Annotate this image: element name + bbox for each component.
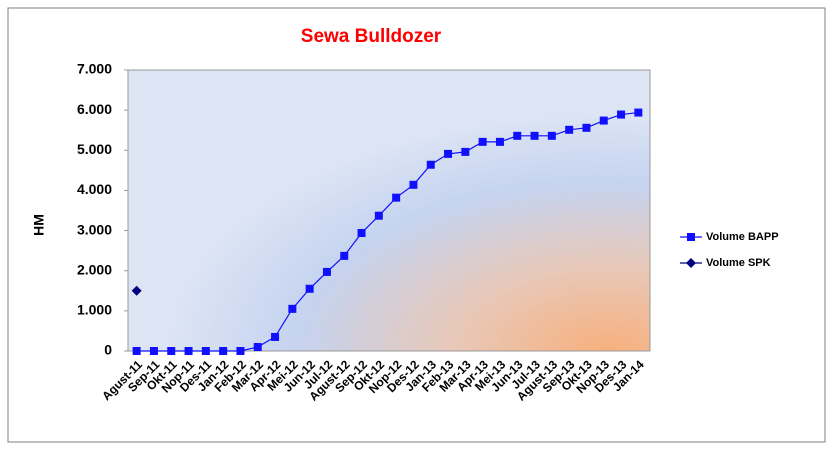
data-point: [565, 125, 574, 134]
data-point: [461, 147, 470, 156]
data-point: [513, 131, 522, 140]
legend-label: Volume SPK: [706, 257, 771, 269]
data-point: [132, 347, 141, 355]
chart-title: Sewa Bulldozer: [301, 26, 442, 47]
data-point: [271, 332, 280, 341]
y-axis-title: HM: [31, 214, 47, 236]
data-point: [236, 347, 245, 355]
data-point: [495, 137, 504, 146]
data-point: [426, 160, 435, 169]
data-point: [409, 180, 418, 189]
data-point: [357, 228, 366, 237]
data-point: [547, 131, 556, 140]
data-point: [149, 347, 158, 355]
y-tick-label: 7.000: [77, 61, 112, 77]
data-point: [478, 137, 487, 146]
y-tick-label: 0: [104, 342, 112, 358]
data-point: [340, 251, 349, 260]
data-point: [374, 211, 383, 220]
legend-label: Volume BAPP: [706, 231, 779, 243]
data-point: [322, 267, 331, 276]
data-point: [530, 131, 539, 140]
data-point: [444, 149, 453, 158]
data-point: [392, 193, 401, 202]
data-point: [634, 108, 643, 117]
data-point: [253, 342, 262, 351]
data-point: [599, 116, 608, 125]
data-point: [167, 347, 176, 355]
data-point: [131, 285, 142, 296]
y-tick-label: 3.000: [77, 221, 112, 237]
y-tick-label: 2.000: [77, 261, 112, 277]
y-tick-label: 5.000: [77, 141, 112, 157]
data-point: [582, 123, 591, 132]
y-tick-label: 1.000: [77, 302, 112, 318]
data-point: [305, 284, 314, 293]
data-point: [219, 347, 228, 355]
y-tick-label: 4.000: [77, 181, 112, 197]
data-point: [288, 304, 297, 313]
y-tick-label: 6.000: [77, 101, 112, 117]
data-point: [201, 347, 210, 355]
legend-marker: [686, 258, 696, 268]
data-point: [184, 347, 193, 355]
legend-marker: [687, 233, 695, 241]
data-point: [617, 110, 626, 119]
plot-area: [127, 69, 651, 352]
